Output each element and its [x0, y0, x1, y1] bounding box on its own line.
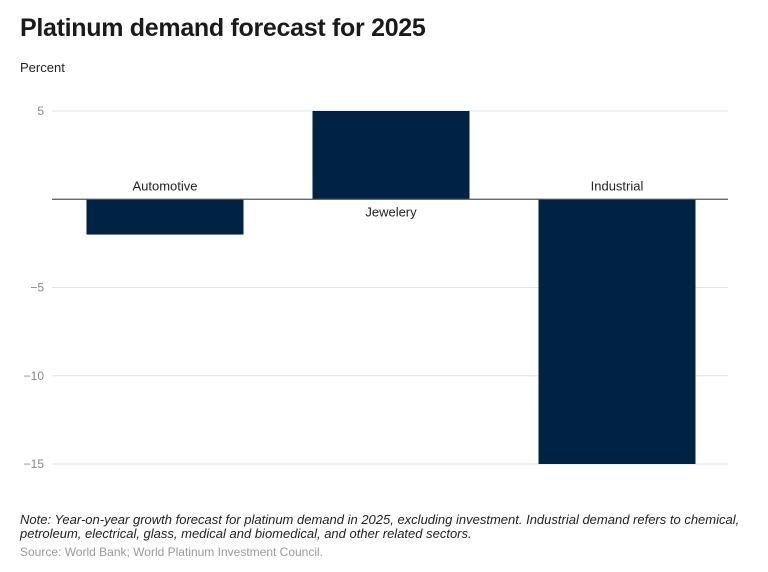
chart-source: Source: World Bank; World Platinum Inves… [20, 545, 324, 559]
category-label-industrial: Industrial [591, 178, 644, 193]
y-axis-ticks: 5 −5 −10 −15 [24, 104, 45, 471]
bar-automotive [86, 199, 244, 235]
bar-chart: 5 −5 −10 −15 Automotive Jewelery Industrial [24, 104, 728, 471]
y-tick-label: −15 [24, 457, 45, 471]
y-tick-label: −10 [24, 369, 45, 383]
y-axis-unit-label: Percent [20, 60, 65, 75]
bars [86, 111, 696, 464]
bar-industrial [538, 199, 696, 464]
y-tick-label: 5 [37, 104, 44, 118]
chart-note: Note: Year-on-year growth forecast for p… [20, 512, 740, 541]
bar-jewelery [312, 111, 470, 200]
y-tick-label: −5 [30, 281, 44, 295]
category-label-automotive: Automotive [132, 178, 197, 193]
category-label-jewelery: Jewelery [365, 204, 417, 219]
chart-title: Platinum demand forecast for 2025 [20, 14, 426, 42]
category-labels: Automotive Jewelery Industrial [132, 178, 643, 219]
